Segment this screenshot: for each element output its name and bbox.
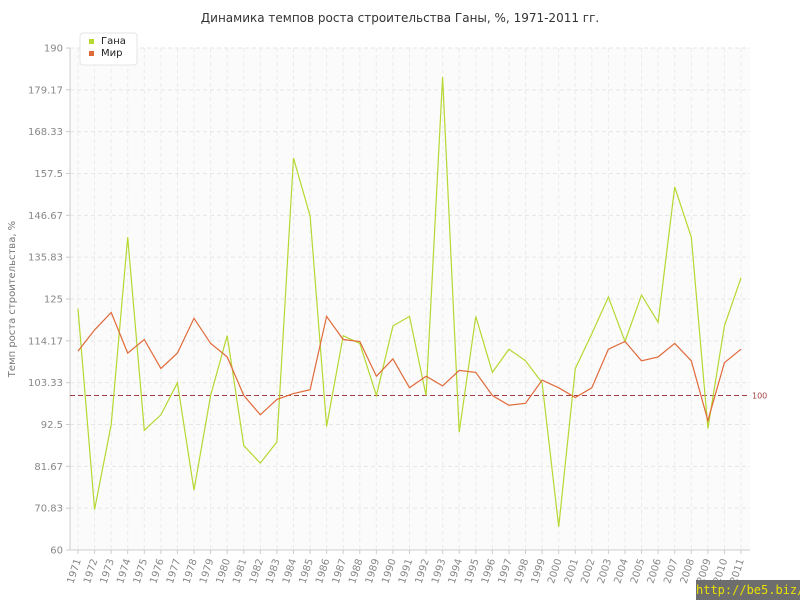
series-line-ghana bbox=[77, 76, 742, 527]
reference-line: 100 bbox=[70, 392, 767, 401]
x-tick-label: 1978 bbox=[182, 558, 200, 586]
x-tick-label: 1993 bbox=[430, 558, 448, 586]
y-tick-label: 81.67 bbox=[34, 462, 63, 473]
y-tick-label: 60 bbox=[50, 546, 63, 557]
y-tick-label: 190 bbox=[44, 44, 63, 55]
x-tick-label: 1974 bbox=[115, 558, 133, 586]
y-axis: 60 70.83 81.67 92.5 103.33 114.17 125 135.83 146… bbox=[28, 44, 71, 557]
reference-line-label: 100 bbox=[752, 392, 767, 401]
x-tick-label: 1986 bbox=[314, 558, 332, 586]
x-tick-label: 2008 bbox=[679, 558, 697, 586]
legend-marker bbox=[89, 51, 94, 56]
y-tick-label: 92.5 bbox=[41, 420, 63, 431]
x-tick-label: 1983 bbox=[264, 558, 282, 586]
y-tick-label: 125 bbox=[44, 295, 63, 306]
x-tick-label: 1973 bbox=[99, 558, 117, 586]
x-tick-label: 2003 bbox=[596, 558, 614, 586]
x-tick-label: 1988 bbox=[347, 558, 365, 586]
x-tick-label: 1998 bbox=[513, 558, 531, 586]
x-tick-label: 1985 bbox=[298, 558, 316, 586]
series-line-world bbox=[77, 311, 742, 423]
x-tick-label: 2000 bbox=[546, 558, 564, 586]
x-tick-label: 2002 bbox=[579, 558, 597, 586]
x-tick-label: 1995 bbox=[463, 558, 481, 586]
x-tick-label: 1992 bbox=[414, 558, 432, 586]
x-tick-label: 1994 bbox=[447, 558, 465, 586]
x-tick-label: 1971 bbox=[66, 558, 84, 586]
x-tick-label: 1991 bbox=[397, 558, 415, 586]
x-tick-label: 1989 bbox=[364, 558, 382, 586]
legend-box bbox=[79, 32, 138, 66]
x-tick-label: 1982 bbox=[248, 558, 266, 586]
x-tick-label: 1999 bbox=[530, 558, 548, 586]
y-tick-label: 114.17 bbox=[28, 336, 63, 347]
x-tick-label: 1987 bbox=[331, 558, 349, 586]
y-tick-label: 135.83 bbox=[28, 253, 63, 264]
x-tick-label: 1981 bbox=[231, 558, 249, 586]
x-tick-label: 1990 bbox=[380, 558, 398, 586]
legend-label: Мир bbox=[101, 48, 122, 59]
x-tick-label: 1975 bbox=[132, 558, 150, 586]
x-tick-label: 2004 bbox=[613, 558, 631, 586]
y-tick-label: 103.33 bbox=[28, 378, 63, 389]
x-tick-label: 1997 bbox=[496, 558, 514, 586]
chart-title: Динамика темпов роста строительства Ганы… bbox=[201, 11, 599, 25]
legend-label: Гана bbox=[101, 36, 126, 47]
x-tick-label: 1976 bbox=[148, 558, 166, 586]
y-tick-label: 70.83 bbox=[34, 504, 63, 515]
x-tick-label: 1984 bbox=[281, 558, 299, 586]
x-tick-label: 2005 bbox=[629, 558, 647, 586]
x-axis: 1971197219731974197519761977197819791980… bbox=[66, 549, 750, 586]
x-tick-label: 2006 bbox=[646, 558, 664, 586]
x-tick-label: 1996 bbox=[480, 558, 498, 586]
y-tick-label: 146.67 bbox=[28, 211, 63, 222]
y-tick-label: 179.17 bbox=[28, 85, 63, 96]
x-tick-label: 1977 bbox=[165, 558, 183, 586]
x-tick-label: 1979 bbox=[198, 558, 216, 586]
x-tick-label: 2007 bbox=[662, 558, 680, 586]
x-tick-label: 1980 bbox=[215, 558, 233, 586]
y-tick-label: 157.5 bbox=[34, 169, 63, 180]
legend-marker bbox=[89, 39, 94, 44]
x-tick-label: 1972 bbox=[82, 558, 100, 586]
y-tick-label: 168.33 bbox=[28, 127, 63, 138]
y-axis-label: Темп роста строительства, % bbox=[7, 221, 18, 378]
watermark: http://be5.biz/ bbox=[696, 580, 800, 600]
series-group bbox=[77, 76, 742, 527]
x-tick-label: 2001 bbox=[563, 558, 581, 586]
